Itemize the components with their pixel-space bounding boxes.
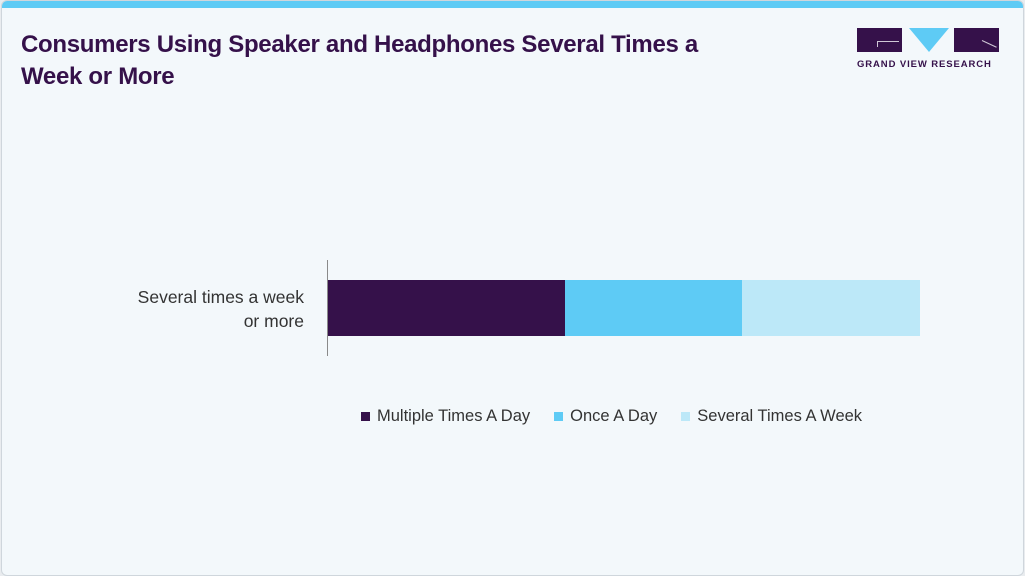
legend-label: Several Times A Week: [697, 407, 863, 425]
legend-swatch-icon: [361, 412, 370, 421]
legend-item: Several Times A Week: [681, 407, 862, 426]
legend-swatch-icon: [554, 412, 564, 421]
stacked-bar: [328, 280, 920, 336]
category-label: Several times a week or more: [137, 287, 304, 331]
accent-bar: [2, 1, 1023, 8]
bar-segment: [328, 280, 565, 336]
bar-segment: [742, 280, 920, 336]
chart-title: Consumers Using Speaker and Headphones S…: [21, 31, 698, 90]
logo-text: GRAND VIEW RESEARCH: [857, 59, 992, 70]
legend-label: Once A Day: [570, 407, 658, 425]
legend-swatch-icon: [681, 412, 691, 421]
legend-label: Multiple Times A Day: [377, 407, 531, 425]
logo-icon: [857, 28, 999, 53]
legend-item: Once A Day: [554, 407, 657, 426]
chart-legend: Multiple Times A Day Once A Day Several Ti…: [361, 407, 886, 426]
grand-view-research-logo: GRAND VIEW RESEARCH: [857, 28, 999, 70]
y-axis-line: [327, 260, 328, 356]
bar-segment: [564, 280, 743, 336]
legend-item: Multiple Times A Day: [361, 407, 530, 426]
